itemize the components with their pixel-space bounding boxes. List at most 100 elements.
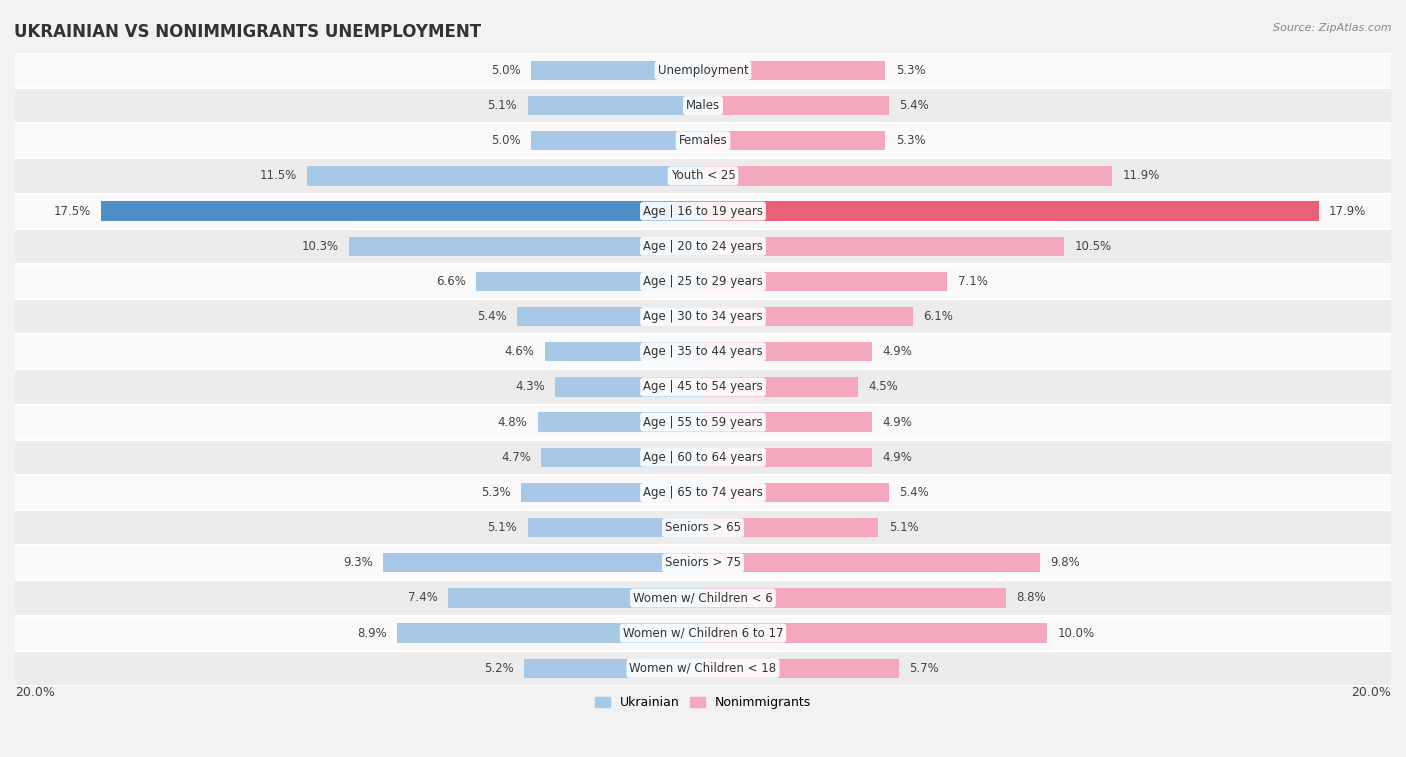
Text: 17.5%: 17.5% bbox=[53, 204, 90, 217]
Text: 11.5%: 11.5% bbox=[260, 170, 297, 182]
Text: Females: Females bbox=[679, 134, 727, 148]
FancyBboxPatch shape bbox=[15, 510, 1391, 545]
Text: 5.4%: 5.4% bbox=[477, 310, 508, 323]
Text: 10.3%: 10.3% bbox=[301, 240, 339, 253]
Bar bbox=[703, 307, 912, 326]
Text: 5.0%: 5.0% bbox=[491, 134, 520, 148]
Text: 5.7%: 5.7% bbox=[910, 662, 939, 674]
Text: Women w/ Children < 6: Women w/ Children < 6 bbox=[633, 591, 773, 605]
Bar bbox=[703, 413, 872, 431]
Text: Age | 55 to 59 years: Age | 55 to 59 years bbox=[643, 416, 763, 428]
FancyBboxPatch shape bbox=[15, 88, 1391, 123]
Bar bbox=[703, 624, 1047, 643]
Bar bbox=[538, 413, 703, 431]
Bar bbox=[703, 377, 858, 397]
FancyBboxPatch shape bbox=[15, 229, 1391, 264]
Text: 9.3%: 9.3% bbox=[343, 556, 373, 569]
Text: 20.0%: 20.0% bbox=[15, 686, 55, 699]
Text: 7.4%: 7.4% bbox=[408, 591, 439, 605]
FancyBboxPatch shape bbox=[15, 299, 1391, 334]
FancyBboxPatch shape bbox=[15, 651, 1391, 686]
Bar bbox=[703, 167, 1112, 185]
Text: 5.1%: 5.1% bbox=[488, 521, 517, 534]
Bar bbox=[703, 342, 872, 361]
Text: 4.9%: 4.9% bbox=[882, 416, 911, 428]
Text: 5.1%: 5.1% bbox=[889, 521, 918, 534]
Text: 6.6%: 6.6% bbox=[436, 275, 465, 288]
Bar bbox=[382, 553, 703, 572]
Bar bbox=[524, 659, 703, 678]
Bar bbox=[703, 447, 872, 467]
Text: 4.9%: 4.9% bbox=[882, 345, 911, 358]
FancyBboxPatch shape bbox=[15, 440, 1391, 475]
Bar bbox=[555, 377, 703, 397]
Text: Age | 65 to 74 years: Age | 65 to 74 years bbox=[643, 486, 763, 499]
Text: 8.9%: 8.9% bbox=[357, 627, 387, 640]
Bar bbox=[449, 588, 703, 608]
Bar bbox=[349, 237, 703, 256]
Bar bbox=[703, 659, 898, 678]
Text: Youth < 25: Youth < 25 bbox=[671, 170, 735, 182]
FancyBboxPatch shape bbox=[15, 581, 1391, 615]
Bar bbox=[396, 624, 703, 643]
Bar bbox=[703, 131, 886, 151]
FancyBboxPatch shape bbox=[15, 545, 1391, 581]
Bar bbox=[531, 131, 703, 151]
Text: Age | 45 to 54 years: Age | 45 to 54 years bbox=[643, 381, 763, 394]
Bar bbox=[703, 96, 889, 115]
Bar bbox=[703, 483, 889, 502]
Bar bbox=[703, 61, 886, 80]
Text: Seniors > 75: Seniors > 75 bbox=[665, 556, 741, 569]
FancyBboxPatch shape bbox=[15, 334, 1391, 369]
Text: UKRAINIAN VS NONIMMIGRANTS UNEMPLOYMENT: UKRAINIAN VS NONIMMIGRANTS UNEMPLOYMENT bbox=[14, 23, 481, 41]
Bar bbox=[527, 96, 703, 115]
Bar bbox=[477, 272, 703, 291]
Text: Age | 60 to 64 years: Age | 60 to 64 years bbox=[643, 451, 763, 464]
Text: 4.5%: 4.5% bbox=[868, 381, 898, 394]
Text: 10.5%: 10.5% bbox=[1074, 240, 1112, 253]
Bar bbox=[520, 483, 703, 502]
Text: 5.3%: 5.3% bbox=[896, 64, 925, 77]
Text: 4.9%: 4.9% bbox=[882, 451, 911, 464]
Text: 5.4%: 5.4% bbox=[898, 486, 929, 499]
Text: Unemployment: Unemployment bbox=[658, 64, 748, 77]
Bar bbox=[703, 272, 948, 291]
Text: Age | 20 to 24 years: Age | 20 to 24 years bbox=[643, 240, 763, 253]
Text: 5.2%: 5.2% bbox=[484, 662, 513, 674]
Text: 17.9%: 17.9% bbox=[1329, 204, 1367, 217]
Text: Age | 16 to 19 years: Age | 16 to 19 years bbox=[643, 204, 763, 217]
Text: 9.8%: 9.8% bbox=[1050, 556, 1080, 569]
Text: 4.3%: 4.3% bbox=[515, 381, 544, 394]
FancyBboxPatch shape bbox=[15, 369, 1391, 404]
Text: Males: Males bbox=[686, 99, 720, 112]
Bar bbox=[703, 553, 1040, 572]
Bar bbox=[531, 61, 703, 80]
Bar bbox=[703, 588, 1005, 608]
Text: 5.4%: 5.4% bbox=[898, 99, 929, 112]
Legend: Ukrainian, Nonimmigrants: Ukrainian, Nonimmigrants bbox=[591, 691, 815, 715]
FancyBboxPatch shape bbox=[15, 53, 1391, 88]
Bar bbox=[527, 518, 703, 537]
Text: 6.1%: 6.1% bbox=[924, 310, 953, 323]
Bar bbox=[541, 447, 703, 467]
Bar bbox=[101, 201, 703, 221]
Text: Women w/ Children 6 to 17: Women w/ Children 6 to 17 bbox=[623, 627, 783, 640]
FancyBboxPatch shape bbox=[15, 123, 1391, 158]
Text: 5.3%: 5.3% bbox=[481, 486, 510, 499]
Text: 4.6%: 4.6% bbox=[505, 345, 534, 358]
Text: 5.1%: 5.1% bbox=[488, 99, 517, 112]
Bar bbox=[703, 201, 1319, 221]
Text: 7.1%: 7.1% bbox=[957, 275, 987, 288]
Text: Age | 30 to 34 years: Age | 30 to 34 years bbox=[643, 310, 763, 323]
Bar bbox=[703, 237, 1064, 256]
Text: Women w/ Children < 18: Women w/ Children < 18 bbox=[630, 662, 776, 674]
Text: Seniors > 65: Seniors > 65 bbox=[665, 521, 741, 534]
Bar bbox=[544, 342, 703, 361]
Text: Age | 35 to 44 years: Age | 35 to 44 years bbox=[643, 345, 763, 358]
FancyBboxPatch shape bbox=[15, 264, 1391, 299]
Text: 10.0%: 10.0% bbox=[1057, 627, 1094, 640]
Text: 5.0%: 5.0% bbox=[491, 64, 520, 77]
FancyBboxPatch shape bbox=[15, 615, 1391, 651]
Text: 5.3%: 5.3% bbox=[896, 134, 925, 148]
Text: 20.0%: 20.0% bbox=[1351, 686, 1391, 699]
